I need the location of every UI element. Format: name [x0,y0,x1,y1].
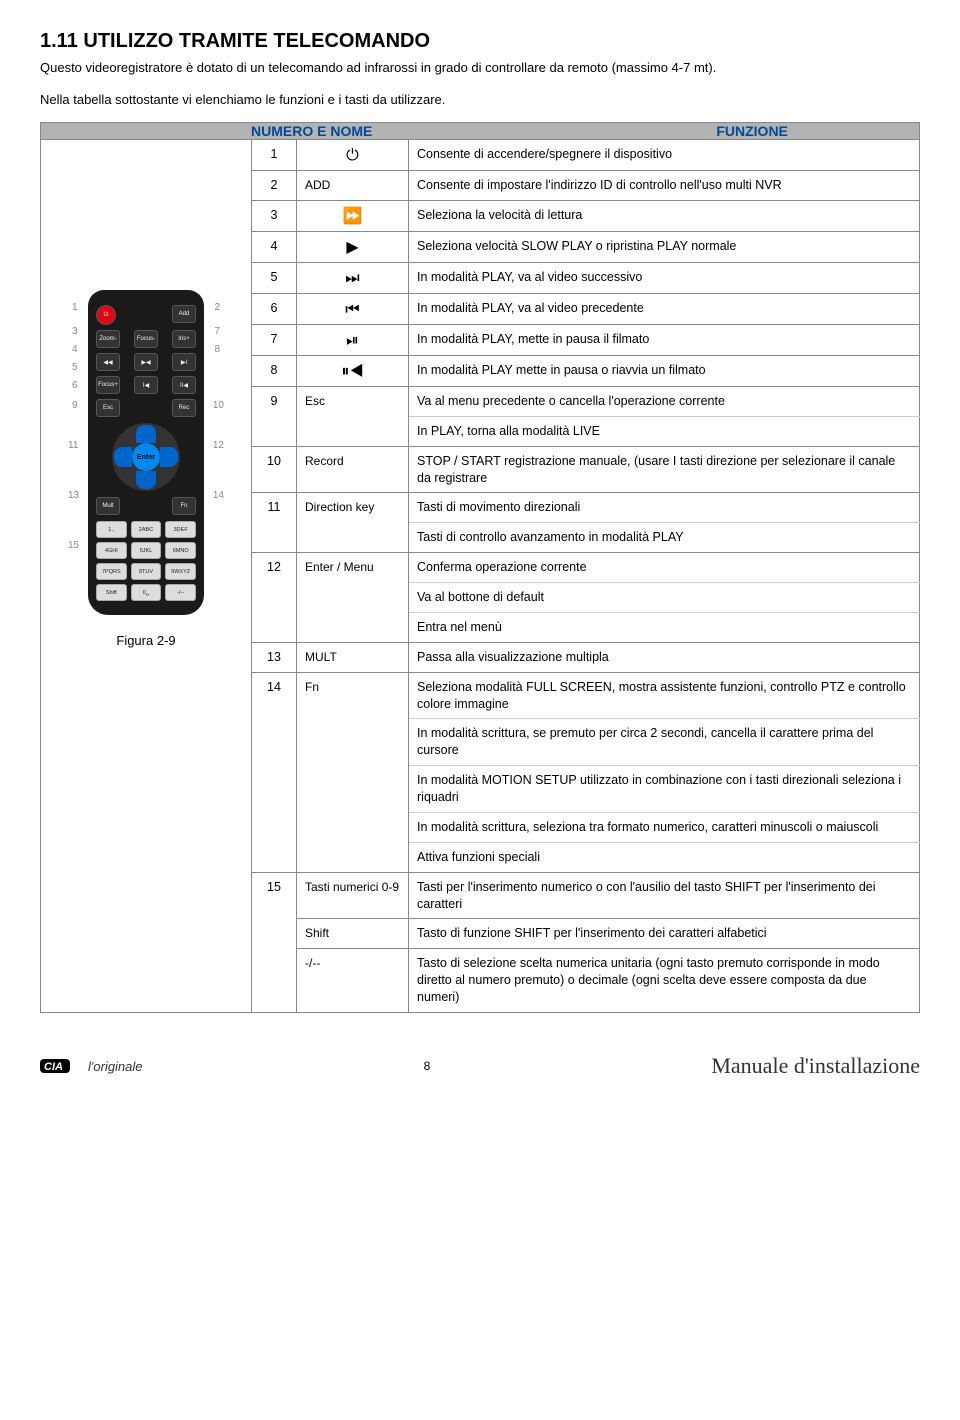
mult-button[interactable]: Mult [96,497,120,515]
key-0[interactable]: 0␣ [131,584,162,601]
table-row: 10RecordSTOP / START registrazione manua… [252,446,920,493]
intro-text-2: Nella tabella sottostante vi elenchiamo … [40,91,920,109]
key-2[interactable]: 2ABC [131,521,162,538]
section-title: 1.11 UTILIZZO TRAMITE TELECOMANDO [40,30,920,53]
fn-button[interactable]: Fn [172,497,196,515]
iris-plus-button[interactable]: Iris+ [172,330,196,348]
key-5[interactable]: 5JKL [131,542,162,559]
table-row: 8⏸◀In modalità PLAY mette in pausa o ria… [252,355,920,386]
key-7[interactable]: 7PQRS [96,563,127,580]
svg-text:CIA: CIA [44,1061,63,1073]
logo-icon: CIA [40,1057,84,1075]
table-row: -/--Tasto di selezione scelta numerica u… [252,949,920,1013]
power-icon: ⏻ [297,140,409,171]
label-14: 14 [213,490,224,501]
label-7: 7 [214,326,220,337]
label-15: 15 [68,540,79,551]
manual-title: Manuale d'installazione [711,1053,920,1079]
label-9: 9 [72,400,78,411]
table-row: 1⏻Consente di accendere/spegnere il disp… [252,140,920,171]
table-row: ShiftTasto di funzione SHIFT per l'inser… [252,919,920,949]
prev-button[interactable]: I◀ [134,376,158,394]
intro-text-1: Questo videoregistratore è dotato di un … [40,59,920,77]
page-footer: CIA l'originale 8 Manuale d'installazion… [0,1033,960,1097]
header-numero: NUMERO E NOME [251,123,585,140]
add-button[interactable]: Add [172,305,196,323]
table-row: 11Direction keyTasti di movimento direzi… [252,493,920,523]
direction-pad[interactable]: Enter [112,423,180,491]
table-row: 13MULTPassa alla visualizzazione multipl… [252,642,920,672]
page-number: 8 [424,1059,431,1073]
play-pause-icon: ⏯ [297,324,409,355]
label-8: 8 [214,344,220,355]
enter-button[interactable]: Enter [132,443,160,471]
prev-video-icon: ⏮ [297,293,409,324]
label-13: 13 [68,490,79,501]
label-5: 5 [72,362,78,373]
zoom-minus-button[interactable]: Zoom- [96,330,120,348]
label-1: 1 [72,302,78,313]
label-10: 10 [213,400,224,411]
esc-button[interactable]: Esc [96,399,120,417]
key-dash[interactable]: -/-- [165,584,196,601]
key-8[interactable]: 8TUV [131,563,162,580]
table-row: 12Enter / MenuConferma operazione corren… [252,553,920,583]
remote-control-figure: 1 2 3 4 5 6 7 8 9 10 11 12 13 [88,290,204,615]
table-row: 6⏮In modalità PLAY, va al video preceden… [252,293,920,324]
play-back-button[interactable]: ▶◀ [134,353,158,371]
label-2: 2 [214,302,220,313]
slow-play-icon: ▶ [297,231,409,262]
key-6[interactable]: 6MNO [165,542,196,559]
label-4: 4 [72,344,78,355]
label-11: 11 [68,440,78,451]
label-12: 12 [213,440,224,451]
key-1[interactable]: 1., [96,521,127,538]
table-row: 5⏭In modalità PLAY, va al video successi… [252,262,920,293]
next-video-icon: ⏭ [297,262,409,293]
focus-minus-button[interactable]: Focus- [134,330,158,348]
table-row: 4▶Seleziona velocità SLOW PLAY o riprist… [252,231,920,262]
table-row: 3⏩Seleziona la velocità di lettura [252,200,920,231]
power-button[interactable]: ⏻ [96,305,116,325]
numeric-keypad: 1., 2ABC 3DEF 4GHI 5JKL 6MNO 7PQRS 8TUV … [96,521,196,601]
main-table: NUMERO E NOME FUNZIONE 1 2 3 4 5 6 7 [40,122,920,1013]
pause-rewind-icon: ⏸◀ [297,355,409,386]
label-6: 6 [72,380,78,391]
fast-forward-icon: ⏩ [297,200,409,231]
label-3: 3 [72,326,78,337]
key-9[interactable]: 9WXYZ [165,563,196,580]
table-row: 14FnSeleziona modalità FULL SCREEN, most… [252,672,920,719]
pause-button[interactable]: II◀ [172,376,196,394]
key-3[interactable]: 3DEF [165,521,196,538]
table-row: 15Tasti numerici 0-9Tasti per l'inserime… [252,872,920,919]
table-row: 7⏯In modalità PLAY, mette in pausa il fi… [252,324,920,355]
brand-logo: CIA l'originale [40,1057,143,1075]
rec-button[interactable]: Rec [172,399,196,417]
key-4[interactable]: 4GHI [96,542,127,559]
table-row: 2ADDConsente di impostare l'indirizzo ID… [252,171,920,201]
logo-text: l'originale [88,1059,143,1074]
zoom-plus-button[interactable]: ◀◀ [96,353,120,371]
functions-table: 1⏻Consente di accendere/spegnere il disp… [251,140,920,1013]
key-shift[interactable]: Shift [96,584,127,601]
figure-caption: Figura 2-9 [41,633,251,648]
play-fwd-button[interactable]: ▶I [172,353,196,371]
focus-plus-button[interactable]: Focus+ [96,376,120,394]
table-row: 9EscVa al menu precedente o cancella l'o… [252,386,920,416]
header-funzione: FUNZIONE [585,123,919,140]
